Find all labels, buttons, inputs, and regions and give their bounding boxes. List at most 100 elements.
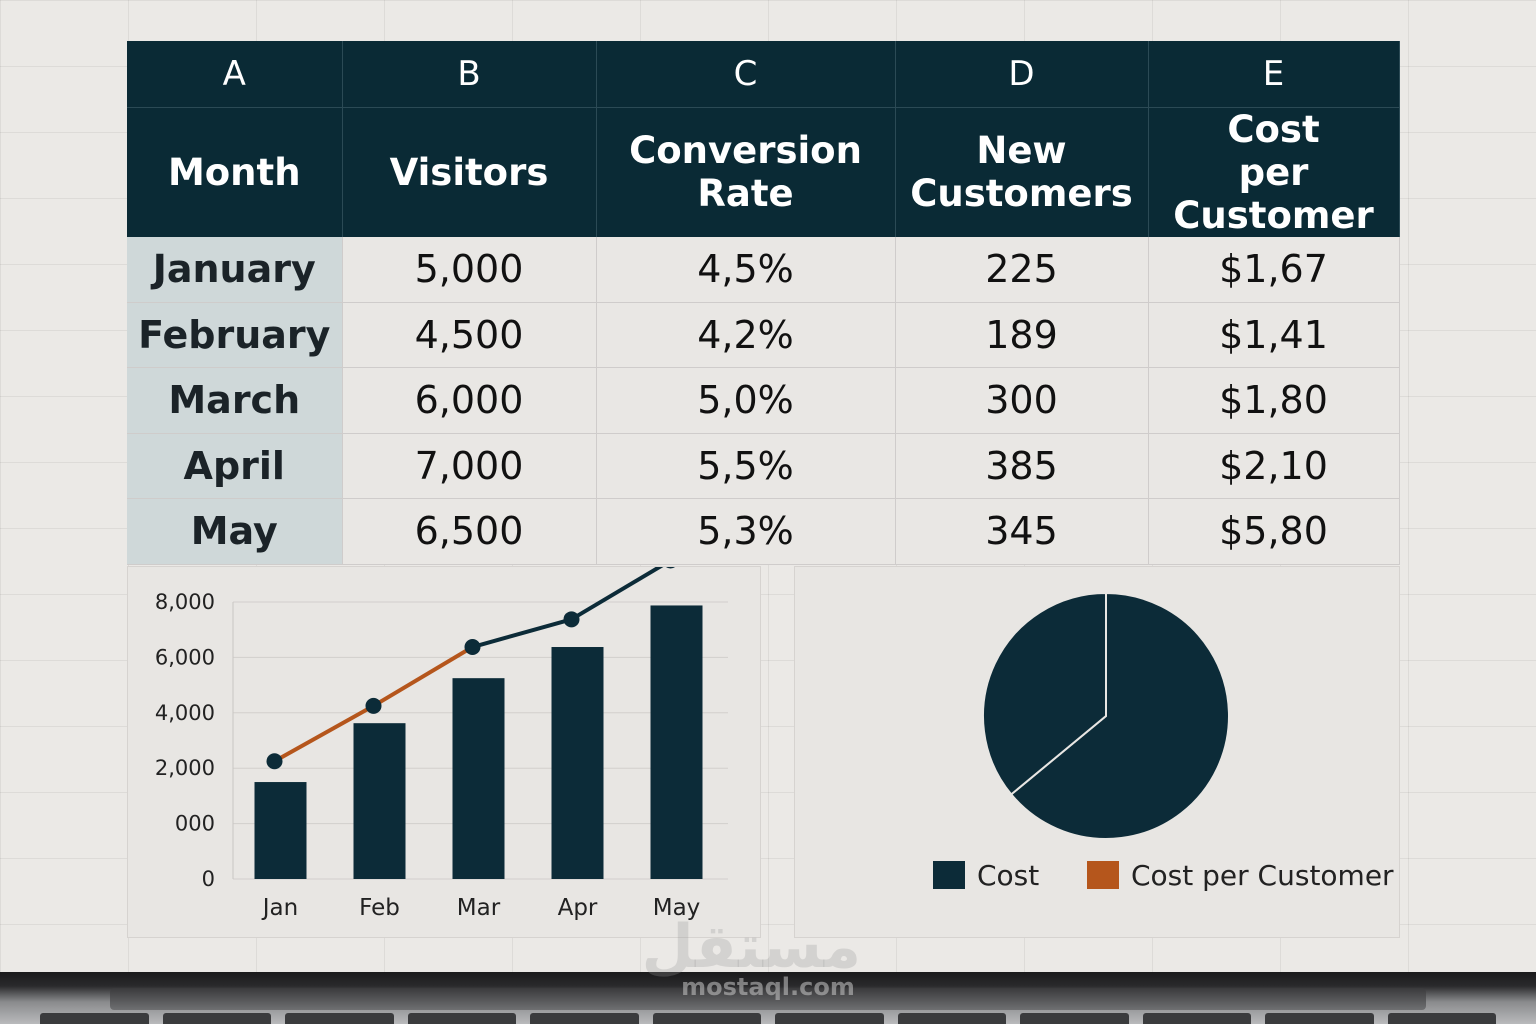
cell-month[interactable]: February [127, 302, 343, 368]
key [775, 1013, 884, 1024]
cell-month[interactable]: April [127, 433, 343, 499]
cell-conversion-rate[interactable]: 5,5% [596, 433, 896, 499]
bar [452, 678, 505, 879]
key [162, 1013, 271, 1024]
y-tick-label: 0 [202, 867, 215, 891]
x-tick-label: Apr [558, 895, 598, 921]
cell-month[interactable]: March [127, 367, 343, 434]
key [285, 1013, 394, 1024]
x-tick-label: Feb [359, 895, 400, 921]
table-row: February 4,500 4,2% 189 $1,41 [127, 302, 1400, 368]
column-letter-c[interactable]: C [596, 41, 896, 108]
watermark-url: mostaql.com [681, 973, 855, 1001]
cell-new-customers[interactable]: 345 [895, 498, 1149, 565]
pie-slice [982, 591, 1107, 796]
series-line-segment [471, 617, 573, 649]
legend-swatch [1087, 861, 1119, 889]
table-row: April 7,000 5,5% 385 $2,10 [127, 433, 1400, 499]
y-tick-label: 000 [175, 812, 215, 836]
cell-new-customers[interactable]: 300 [895, 367, 1149, 434]
x-tick-label: Jan [261, 895, 298, 921]
cell-visitors[interactable]: 5,000 [342, 236, 597, 303]
watermark-logo: مستقل [641, 912, 861, 982]
data-table: A B C D E Month Visitors Conversion Rate … [127, 41, 1400, 565]
header-line: Conversion [629, 129, 862, 172]
y-tick-label: 2,000 [155, 756, 215, 780]
key [1020, 1013, 1129, 1024]
cell-cost-per-customer[interactable]: $2,10 [1148, 433, 1400, 499]
pie-chart: Cost Cost per Customer [933, 591, 1394, 892]
line-point [365, 697, 382, 714]
cell-cost-per-customer[interactable]: $1,67 [1148, 236, 1400, 303]
line-point [662, 552, 679, 569]
pie-chart-panel[interactable]: Cost Cost per Customer [794, 566, 1400, 938]
header-visitors[interactable]: Visitors [342, 107, 597, 237]
key [407, 1013, 516, 1024]
cell-cost-per-customer[interactable]: $1,80 [1148, 367, 1400, 434]
cell-new-customers[interactable]: 189 [895, 302, 1149, 368]
cell-conversion-rate[interactable]: 5,0% [596, 367, 896, 434]
cell-visitors[interactable]: 7,000 [342, 433, 597, 499]
key [652, 1013, 761, 1024]
column-letter-e[interactable]: E [1148, 41, 1400, 108]
key [1265, 1013, 1374, 1024]
x-tick-label: Mar [457, 895, 501, 921]
bar [353, 723, 406, 879]
series-line-segment [570, 558, 672, 622]
keyboard-row [40, 1013, 1496, 1024]
cell-cost-per-customer[interactable]: $5,80 [1148, 498, 1400, 565]
key [40, 1013, 149, 1024]
bar [551, 647, 604, 879]
pie-slice [1009, 591, 1230, 840]
bar-chart-panel[interactable]: 0 000 2,000 4,000 6,000 8,000 Jan Feb Mar Apr May [127, 552, 761, 938]
x-tick-label: May [653, 895, 701, 921]
legend-label: Cost per Customer [1131, 859, 1394, 892]
header-month[interactable]: Month [127, 107, 343, 237]
series-line-segment [372, 645, 474, 708]
table-row: January 5,000 4,5% 225 $1,67 [127, 236, 1400, 303]
cell-month[interactable]: May [127, 498, 343, 565]
header-line: per Customer [1173, 150, 1374, 237]
cell-visitors[interactable]: 6,500 [342, 498, 597, 565]
line-point [266, 753, 283, 770]
key [1142, 1013, 1251, 1024]
header-cost-per-customer[interactable]: Cost per Customer [1148, 107, 1400, 237]
cell-new-customers[interactable]: 385 [895, 433, 1149, 499]
y-tick-label: 6,000 [155, 645, 215, 669]
cell-visitors[interactable]: 6,000 [342, 367, 597, 434]
data-table-container: A B C D E Month Visitors Conversion Rate … [127, 41, 1400, 565]
header-line: New [976, 129, 1067, 172]
column-header-row: Month Visitors Conversion Rate New Custome… [127, 107, 1400, 237]
column-letter-b[interactable]: B [342, 41, 597, 108]
key [530, 1013, 639, 1024]
header-conversion-rate[interactable]: Conversion Rate [596, 107, 896, 237]
key [1387, 1013, 1496, 1024]
cell-month[interactable]: January [127, 236, 343, 303]
legend-label: Cost [977, 859, 1039, 892]
line-point [464, 639, 481, 656]
y-tick-label: 8,000 [155, 590, 215, 614]
column-letter-d[interactable]: D [895, 41, 1149, 108]
line-point [563, 611, 580, 628]
cell-conversion-rate[interactable]: 4,2% [596, 302, 896, 368]
header-line: Customers [910, 172, 1133, 215]
key [897, 1013, 1006, 1024]
cell-conversion-rate[interactable]: 4,5% [596, 236, 896, 303]
header-line: Month [167, 150, 301, 194]
bar [254, 782, 307, 879]
cell-new-customers[interactable]: 225 [895, 236, 1149, 303]
header-new-customers[interactable]: New Customers [895, 107, 1149, 237]
series-line-segment [273, 704, 375, 764]
header-line: Rate [697, 172, 794, 215]
table-row: March 6,000 5,0% 300 $1,80 [127, 367, 1400, 434]
column-letter-a[interactable]: A [127, 41, 343, 108]
column-letter-row: A B C D E [127, 41, 1400, 108]
legend-swatch [933, 861, 965, 889]
bar [650, 605, 703, 879]
cell-cost-per-customer[interactable]: $1,41 [1148, 302, 1400, 368]
cell-conversion-rate[interactable]: 5,3% [596, 498, 896, 565]
header-line: Cost [1227, 107, 1320, 151]
cell-visitors[interactable]: 4,500 [342, 302, 597, 368]
y-tick-label: 4,000 [155, 701, 215, 725]
